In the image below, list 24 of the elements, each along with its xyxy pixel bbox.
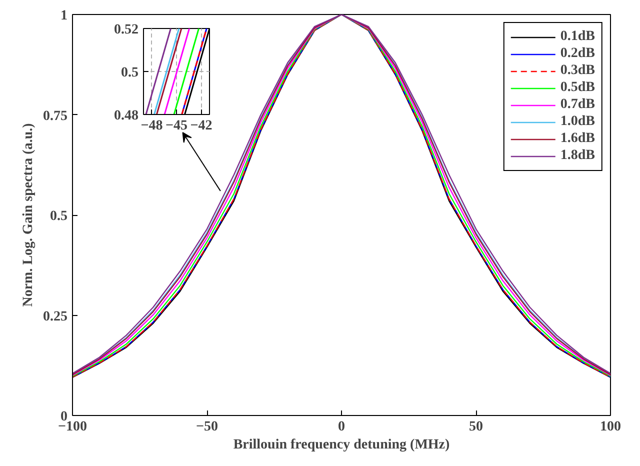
legend-label: 1.0dB bbox=[560, 114, 595, 130]
y-tick-label: 0.52 bbox=[114, 22, 138, 38]
legend-label: 0.2dB bbox=[560, 46, 595, 62]
x-tick-label: −50 bbox=[196, 420, 218, 434]
y-tick-label: 0.75 bbox=[43, 108, 68, 124]
y-axis-title: Norm. Log. Gain spectra (a.u.) bbox=[21, 122, 36, 307]
x-tick-label: 100 bbox=[600, 420, 621, 434]
x-tick-label: −48 bbox=[140, 118, 163, 134]
legend-label: 1.8dB bbox=[560, 148, 595, 164]
legend-label: 0.3dB bbox=[560, 63, 595, 79]
legend-label: 1.6dB bbox=[560, 131, 595, 147]
y-tick-label: 0.48 bbox=[114, 108, 138, 124]
y-tick-label: 1 bbox=[60, 8, 68, 24]
legend-label: 0.5dB bbox=[560, 80, 595, 96]
x-axis-title: Brillouin frequency detuning (MHz) bbox=[233, 438, 450, 452]
x-tick-label: 0 bbox=[338, 420, 345, 434]
legend-label: 0.7dB bbox=[560, 97, 595, 113]
y-tick-label: 0.25 bbox=[43, 309, 68, 324]
x-tick-label: −45 bbox=[166, 118, 188, 134]
x-tick-label: 50 bbox=[469, 420, 483, 434]
x-tick-label: −42 bbox=[190, 118, 212, 134]
y-tick-label: 0.5 bbox=[121, 66, 138, 80]
legend-label: 0.1dB bbox=[560, 29, 595, 45]
y-tick-label: 0.5 bbox=[50, 209, 68, 224]
